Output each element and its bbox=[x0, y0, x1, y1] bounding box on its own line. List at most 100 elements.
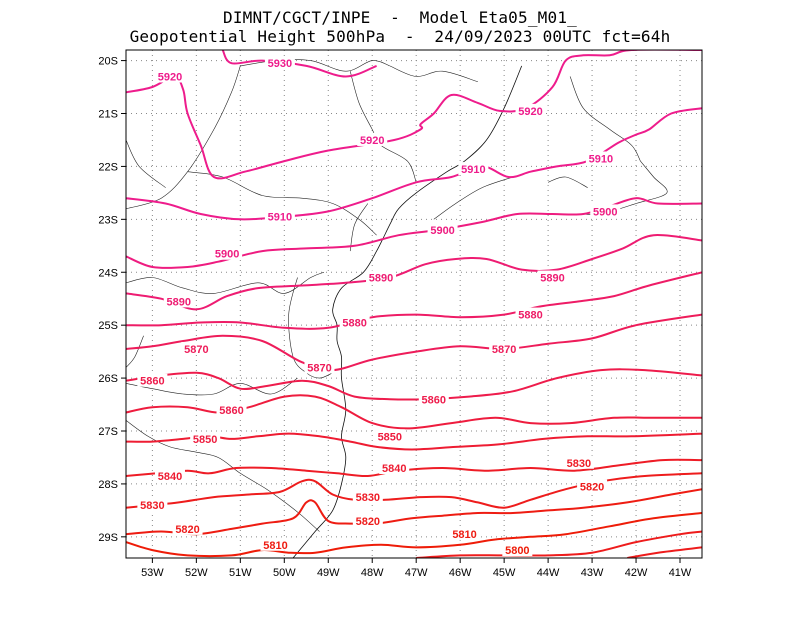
contour-label: 5800 bbox=[505, 545, 529, 557]
contour-5890 bbox=[126, 234, 702, 311]
contour-label: 5860 bbox=[140, 376, 164, 388]
contour-5800 bbox=[126, 512, 702, 557]
chart-title-line-1: DIMNT/CGCT/INPE - Model Eta05_M01_ bbox=[223, 8, 577, 27]
contour-label-bg bbox=[181, 341, 212, 355]
contour-label-bg bbox=[163, 294, 194, 308]
contour-5930 bbox=[221, 50, 377, 78]
contour-label-bg bbox=[374, 429, 405, 443]
contour-label-bg bbox=[418, 392, 449, 406]
state-border bbox=[349, 71, 417, 183]
contour-label: 5860 bbox=[422, 394, 446, 406]
contour-label: 5910 bbox=[589, 153, 613, 165]
contour-label-bg bbox=[137, 498, 168, 512]
state-border bbox=[569, 76, 641, 162]
y-tick-label: 21S bbox=[98, 109, 118, 121]
contour-label: 5860 bbox=[219, 405, 243, 417]
x-tick-label: 52W bbox=[185, 567, 208, 579]
contour-5790 bbox=[416, 530, 702, 558]
contour-label: 5830 bbox=[567, 458, 591, 470]
contour-5830 bbox=[126, 458, 702, 478]
contour-label: 5880 bbox=[518, 310, 542, 322]
contour-label-bg bbox=[212, 246, 243, 260]
state-border bbox=[126, 420, 320, 532]
contour-label-bg bbox=[515, 103, 546, 117]
x-tick-label: 46W bbox=[449, 567, 472, 579]
contour-label-bg bbox=[304, 360, 335, 374]
x-tick-label: 44W bbox=[537, 567, 560, 579]
contour-5860 bbox=[126, 368, 702, 401]
state-border bbox=[187, 171, 377, 236]
contour-5880 bbox=[126, 271, 702, 330]
x-tick-label: 42W bbox=[625, 567, 648, 579]
x-tick-label: 49W bbox=[317, 567, 340, 579]
contour-label: 5900 bbox=[593, 206, 617, 218]
y-tick-label: 27S bbox=[98, 426, 118, 438]
contour-label: 5910 bbox=[461, 164, 485, 176]
coastline bbox=[292, 65, 523, 558]
contour-lines bbox=[126, 50, 702, 558]
contour-label: 5870 bbox=[307, 363, 331, 375]
y-tick-label: 26S bbox=[98, 373, 118, 385]
state-border bbox=[288, 277, 333, 379]
contour-label: 5820 bbox=[580, 482, 604, 494]
contour-label-bg bbox=[264, 209, 295, 223]
contour-label: 5840 bbox=[382, 463, 406, 475]
state-border bbox=[433, 176, 513, 220]
contour-label-bg bbox=[154, 69, 185, 83]
contour-5920 bbox=[126, 50, 702, 180]
state-border bbox=[126, 139, 166, 188]
contour-label: 5920 bbox=[518, 106, 542, 118]
contour-label: 5830 bbox=[356, 492, 380, 504]
contour-labels: 5930 5920 5920 5920 5910 5910 5910 5900 5900 5900… bbox=[137, 56, 621, 557]
state-border bbox=[126, 65, 241, 210]
contour-5810 bbox=[126, 488, 702, 536]
contour-label-bg bbox=[489, 341, 520, 355]
contour-label-bg bbox=[585, 151, 616, 165]
contour-label-bg bbox=[339, 315, 370, 329]
x-tick-label: 43W bbox=[581, 567, 604, 579]
contour-label: 5870 bbox=[492, 344, 516, 356]
contour-label: 5830 bbox=[140, 500, 164, 512]
contour-label: 5890 bbox=[540, 273, 564, 285]
contour-5790 bbox=[627, 546, 702, 558]
contour-label: 5900 bbox=[430, 225, 454, 237]
y-tick-label: 29S bbox=[98, 532, 118, 544]
state-border bbox=[126, 272, 325, 294]
state-border bbox=[126, 377, 298, 396]
contour-label-bg bbox=[563, 455, 594, 469]
contour-label: 5840 bbox=[158, 471, 182, 483]
contour-label: 5920 bbox=[360, 135, 384, 147]
contour-label-bg bbox=[590, 204, 621, 218]
x-tick-label: 41W bbox=[669, 567, 692, 579]
state-border bbox=[126, 335, 144, 368]
contour-label-bg bbox=[260, 537, 291, 551]
y-axis: 20S 21S 22S 23S 24S 25S 26S 27S 28S 29S bbox=[98, 56, 126, 544]
contour-label-bg bbox=[154, 468, 185, 482]
contour-label-bg bbox=[502, 543, 533, 557]
contour-label-bg bbox=[379, 461, 410, 475]
contour-label-bg bbox=[172, 521, 203, 535]
contour-label: 5820 bbox=[175, 524, 199, 536]
contour-label-bg bbox=[216, 402, 247, 416]
contour-label: 5900 bbox=[215, 249, 239, 261]
x-tick-label: 50W bbox=[273, 567, 296, 579]
x-tick-label: 47W bbox=[405, 567, 428, 579]
contour-label: 5850 bbox=[193, 434, 217, 446]
contour-label-bg bbox=[366, 270, 397, 284]
contour-label-bg bbox=[352, 490, 383, 504]
x-axis: 53W 52W 51W 50W 49W 48W 47W 46W 45W 44W 43W 42W 41W bbox=[141, 558, 692, 579]
contour-label-bg bbox=[190, 431, 221, 445]
y-tick-label: 25S bbox=[98, 320, 118, 332]
plot-frame bbox=[125, 49, 703, 559]
map-boundaries bbox=[126, 59, 668, 558]
state-border bbox=[349, 203, 369, 252]
contour-label: 5850 bbox=[378, 431, 402, 443]
x-tick-label: 45W bbox=[493, 567, 516, 579]
contour-label: 5820 bbox=[356, 516, 380, 528]
contour-label: 5920 bbox=[158, 71, 182, 83]
state-border bbox=[547, 176, 588, 188]
contour-label-bg bbox=[137, 373, 168, 387]
y-tick-label: 24S bbox=[98, 267, 118, 279]
contour-5820 bbox=[126, 472, 702, 509]
